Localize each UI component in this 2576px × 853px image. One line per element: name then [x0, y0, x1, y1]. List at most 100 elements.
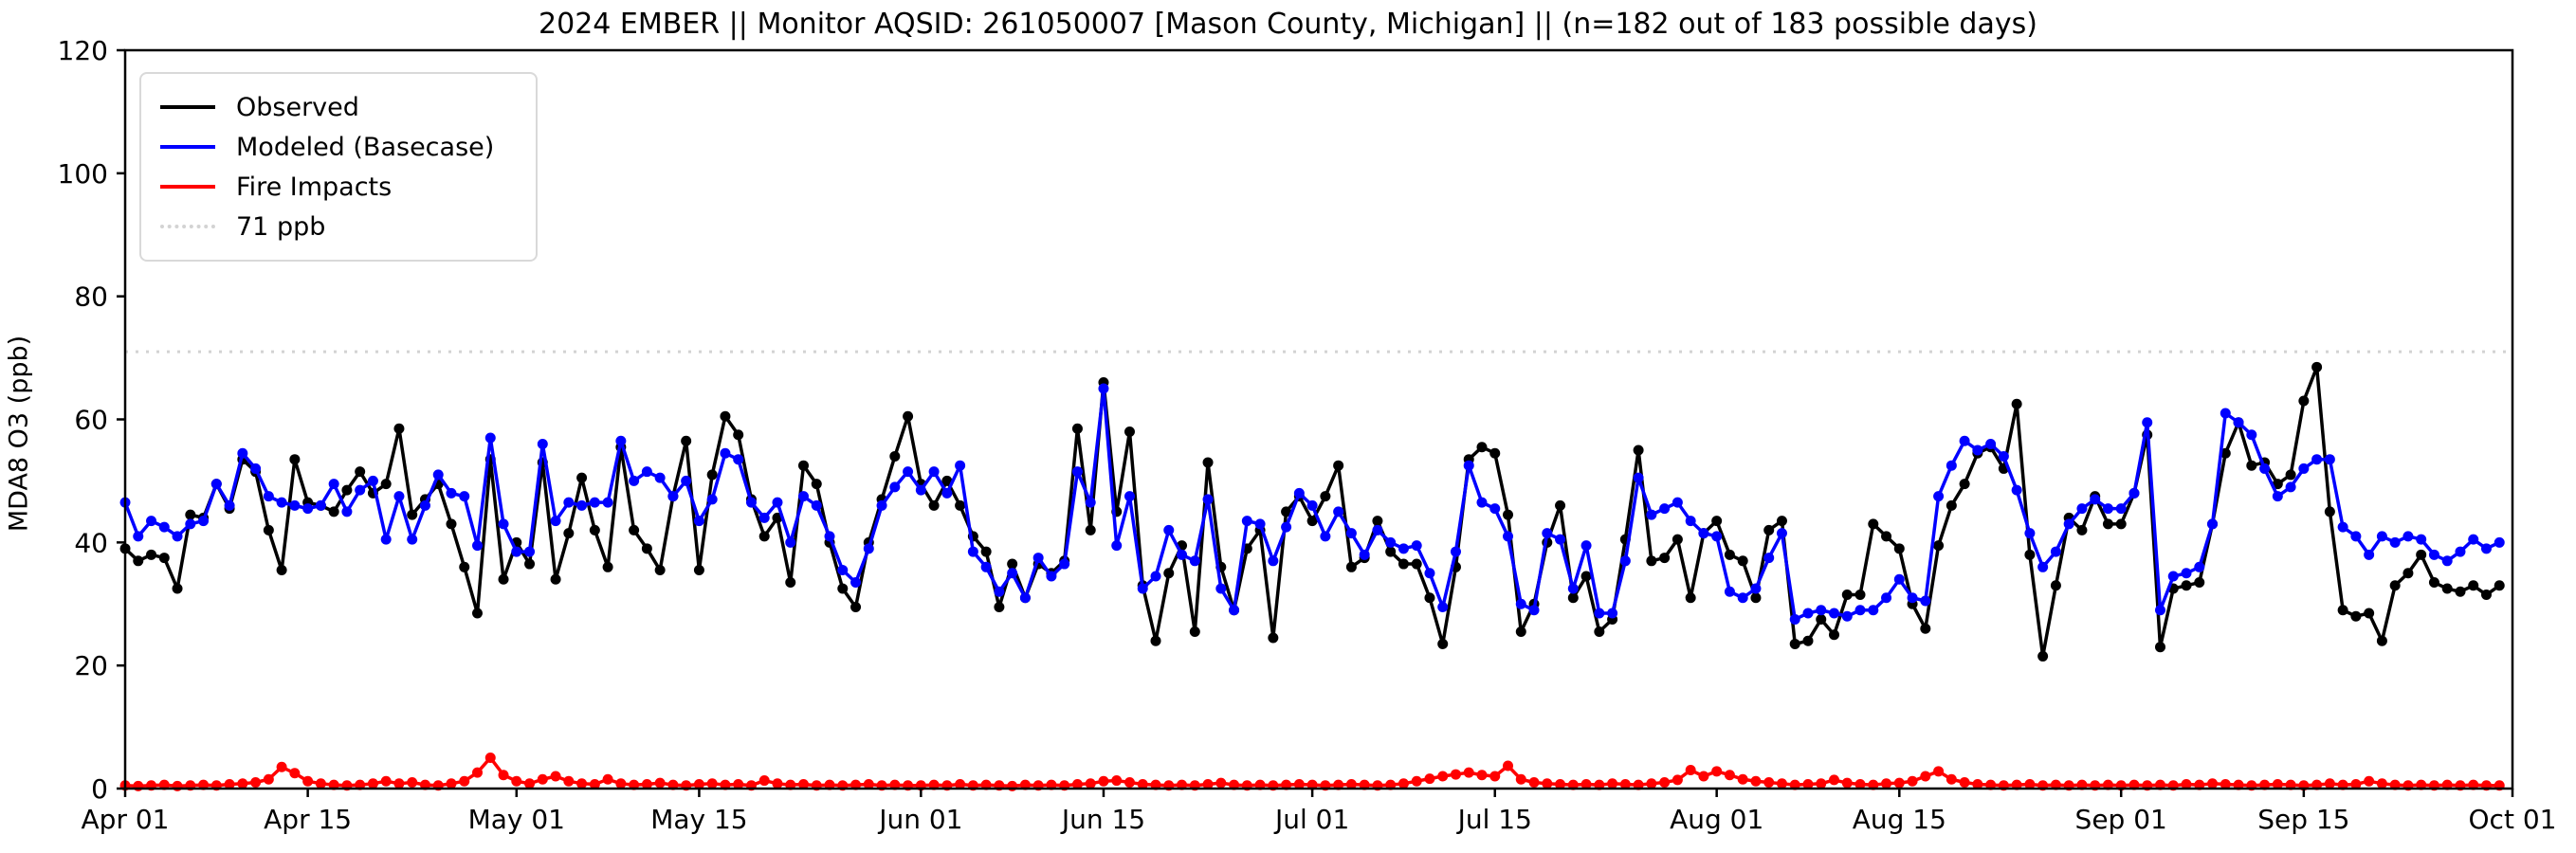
data-point	[1503, 509, 1514, 520]
data-point	[1868, 605, 1879, 616]
data-point	[2207, 778, 2219, 789]
data-point	[967, 546, 978, 557]
fire-line-swatch-icon	[160, 185, 215, 189]
data-point	[837, 583, 849, 594]
data-point	[772, 778, 783, 789]
data-point	[2364, 549, 2375, 560]
data-point	[407, 777, 418, 789]
data-point	[1463, 767, 1474, 778]
data-point	[380, 534, 392, 545]
data-point	[2181, 778, 2192, 789]
data-point	[158, 553, 170, 564]
data-point	[1802, 635, 1814, 646]
data-point	[758, 531, 770, 542]
data-point	[1985, 438, 1997, 449]
data-point	[563, 528, 575, 539]
data-point	[1320, 531, 1331, 542]
data-point	[1829, 608, 1840, 619]
data-point	[2324, 454, 2335, 465]
data-point	[133, 555, 144, 567]
legend-label-fire: Fire Impacts	[236, 172, 393, 202]
data-point	[1829, 774, 1840, 786]
data-point	[2259, 463, 2271, 474]
data-point	[2285, 469, 2296, 481]
data-point	[2167, 571, 2179, 582]
data-point	[1816, 613, 1827, 625]
data-point	[629, 524, 640, 535]
x-tick-label: Jun 15	[1060, 804, 1145, 835]
data-point	[1085, 497, 1096, 508]
data-point	[289, 499, 301, 511]
data-point	[1619, 778, 1631, 789]
data-point	[237, 447, 248, 459]
data-point	[811, 479, 822, 490]
data-point	[693, 516, 704, 527]
data-point	[2220, 408, 2231, 419]
data-point	[824, 531, 835, 542]
data-point	[955, 778, 966, 789]
data-point	[1177, 549, 1188, 560]
data-point	[1659, 553, 1671, 564]
data-point	[367, 475, 378, 486]
data-point	[1959, 479, 1970, 490]
data-point	[915, 484, 926, 496]
data-point	[393, 423, 405, 434]
data-point	[158, 521, 170, 533]
data-point	[2115, 503, 2127, 515]
data-point	[407, 509, 418, 520]
data-point	[1150, 635, 1161, 646]
data-point	[341, 484, 353, 496]
legend-label-observed: Observed	[236, 92, 359, 122]
data-point	[2350, 610, 2362, 622]
x-tick-label: Sep 01	[2075, 804, 2167, 835]
data-point	[1841, 590, 1853, 601]
data-point	[1398, 778, 1409, 789]
data-point	[1698, 528, 1709, 539]
data-point	[850, 601, 862, 612]
data-point	[903, 466, 914, 478]
x-tick-label: Jul 15	[1456, 804, 1532, 835]
data-point	[1946, 499, 1957, 511]
data-point	[1254, 518, 1266, 530]
data-point	[133, 780, 144, 791]
data-point	[1816, 605, 1827, 616]
x-tick-label: Oct 01	[2469, 804, 2557, 835]
data-point	[1476, 770, 1488, 781]
data-point	[602, 497, 613, 508]
data-point	[2090, 494, 2101, 505]
data-point	[1528, 605, 1540, 616]
data-point	[1646, 555, 1657, 567]
data-point	[1737, 592, 1748, 604]
data-point	[1268, 555, 1279, 567]
data-point	[837, 565, 849, 576]
data-point	[1893, 543, 1905, 554]
data-point	[2181, 568, 2192, 579]
data-point	[1763, 553, 1775, 564]
data-point	[1542, 778, 1553, 789]
data-point	[1476, 497, 1488, 508]
data-point	[1111, 775, 1123, 787]
data-point	[472, 767, 484, 778]
y-tick-label: 120	[58, 35, 108, 66]
data-point	[2037, 561, 2049, 572]
chart-title: 2024 EMBER || Monitor AQSID: 261050007 […	[539, 8, 2037, 41]
data-point	[1567, 592, 1579, 604]
data-point	[498, 770, 509, 781]
data-point	[1085, 778, 1096, 789]
data-point	[889, 481, 901, 493]
data-point	[1150, 571, 1161, 582]
data-point	[1333, 460, 1344, 471]
data-point	[2050, 580, 2061, 591]
data-point	[2428, 577, 2439, 589]
data-point	[446, 778, 457, 789]
data-point	[302, 775, 314, 787]
data-point	[1163, 568, 1175, 579]
data-point	[681, 435, 692, 446]
data-point	[1398, 543, 1409, 554]
data-point	[1489, 447, 1501, 459]
data-point	[1724, 549, 1735, 560]
data-point	[1763, 777, 1775, 789]
data-point	[1372, 516, 1383, 527]
data-point	[2402, 568, 2414, 579]
data-point	[2246, 460, 2257, 471]
